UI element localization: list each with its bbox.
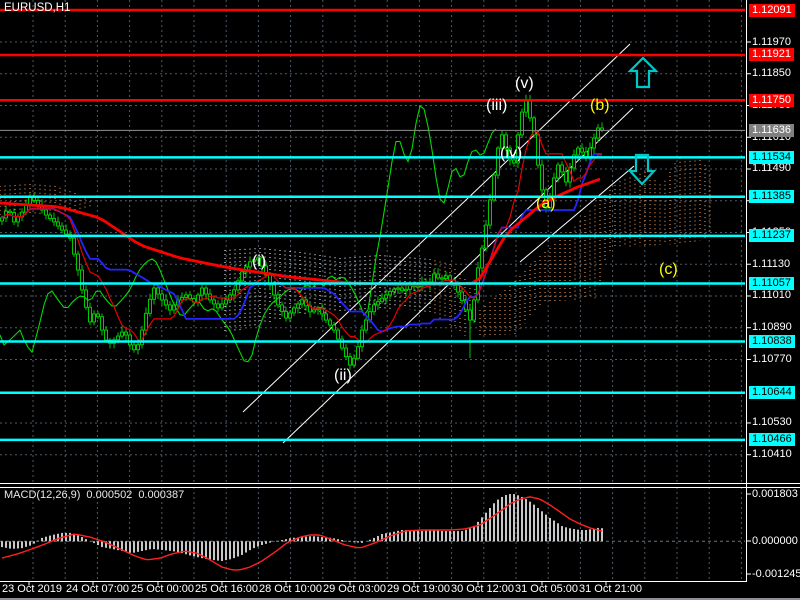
tenkan-sen <box>1 130 602 344</box>
axis-ticks <box>28 41 751 586</box>
gridlines <box>0 0 745 581</box>
signal-arrows <box>627 56 659 186</box>
macd-histogram <box>1 494 603 561</box>
price-levels <box>0 8 745 442</box>
down-arrow-icon <box>627 153 657 186</box>
chikou-span <box>0 105 497 363</box>
macd-signal-line <box>1 496 603 571</box>
up-arrow-icon <box>627 56 659 89</box>
moving-average <box>0 177 601 287</box>
candles <box>0 94 604 370</box>
